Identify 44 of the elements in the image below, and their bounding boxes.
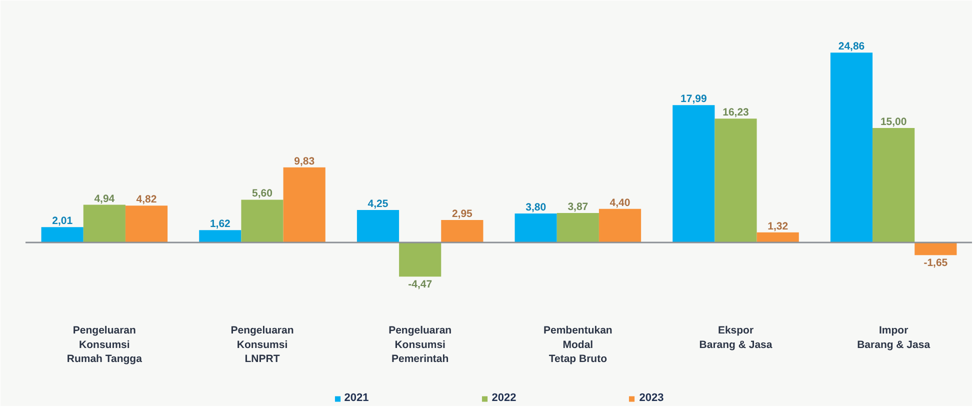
data-label: 15,00 xyxy=(880,116,907,128)
data-label: -4,47 xyxy=(408,278,432,291)
data-label: 16,23 xyxy=(722,106,750,119)
data-label: 24,86 xyxy=(838,40,865,53)
data-label: 3,87 xyxy=(568,200,588,213)
data-label: 4,40 xyxy=(610,196,630,209)
data-label: 1,62 xyxy=(210,218,231,230)
bar xyxy=(41,227,84,242)
bar xyxy=(714,118,757,242)
data-label: 2,95 xyxy=(452,208,473,220)
x-tick-label: Pengeluaran Konsumsi LNPRT xyxy=(230,324,294,366)
data-label: 4,25 xyxy=(368,198,388,210)
bar xyxy=(672,105,715,242)
bar xyxy=(872,128,915,242)
x-tick-label: Pengeluaran Konsumsi Rumah Tangga xyxy=(66,324,142,366)
x-tick-label: Ekspor Barang & Jasa xyxy=(699,324,772,351)
data-label: 1,32 xyxy=(768,220,788,232)
x-tick-label: Pembentukan Modal Tetap Bruto xyxy=(543,324,612,366)
legend-label: 2021 xyxy=(344,392,369,404)
legend-label: 2023 xyxy=(639,392,664,404)
bar xyxy=(441,220,484,242)
bar xyxy=(283,167,326,242)
data-label: 2,01 xyxy=(52,215,73,228)
x-tick-label: Impor Barang & Jasa xyxy=(857,324,930,351)
bar xyxy=(356,210,400,242)
data-label: 17,99 xyxy=(680,93,707,106)
legend-label: 2022 xyxy=(492,392,516,404)
bar xyxy=(830,52,873,242)
data-label: 9,83 xyxy=(294,155,315,168)
data-label: 3,80 xyxy=(526,201,546,214)
data-label: 5,60 xyxy=(252,188,273,200)
data-label: 4,94 xyxy=(94,192,115,205)
data-label: -1,65 xyxy=(924,257,948,270)
bar xyxy=(598,208,642,242)
x-tick-label: Pengeluaran Konsumsi Pemerintah xyxy=(388,324,452,366)
bar xyxy=(556,212,599,242)
bar xyxy=(83,204,126,242)
bar xyxy=(514,213,557,242)
bar xyxy=(199,230,242,242)
data-label: 4,82 xyxy=(136,194,157,206)
bar xyxy=(125,206,168,242)
bar xyxy=(241,200,284,242)
bar xyxy=(914,242,957,256)
bar xyxy=(399,242,442,277)
